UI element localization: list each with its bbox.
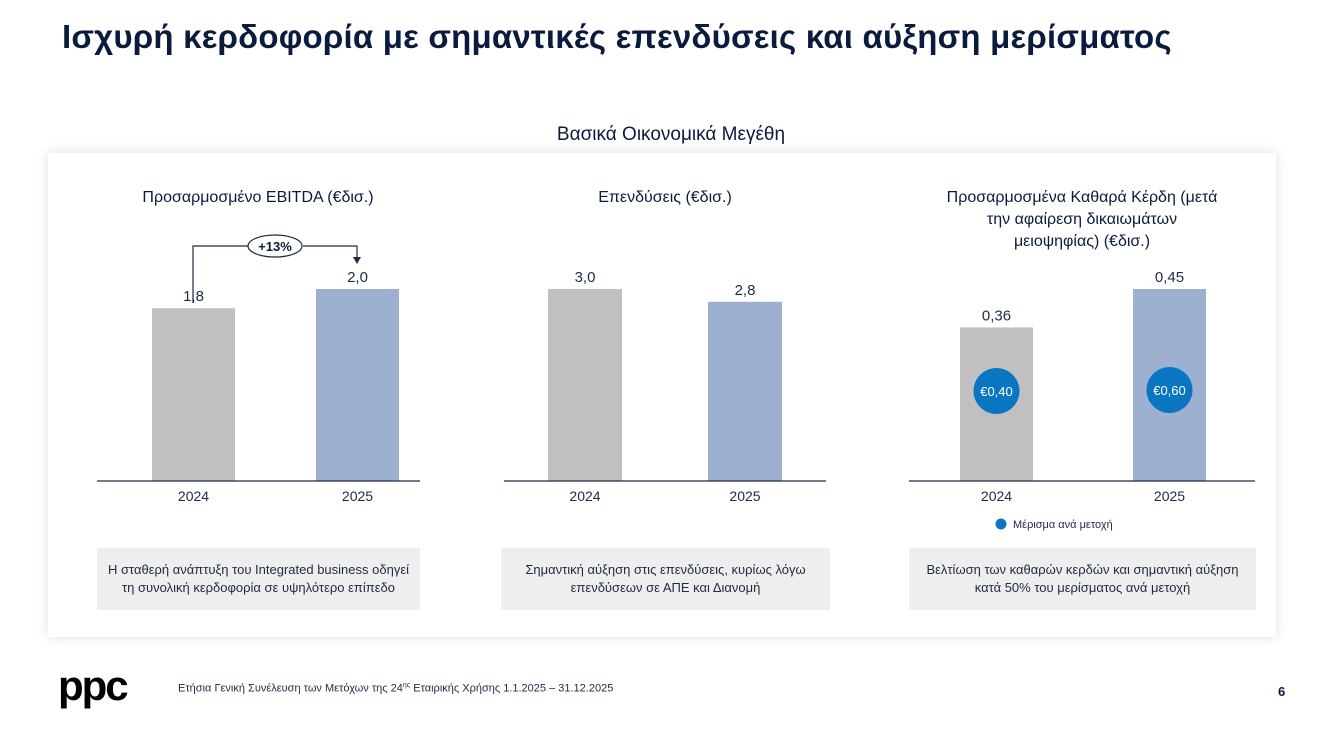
growth-annotation: +13% xyxy=(192,234,361,303)
value-label-ebitda-2025: 2,0 xyxy=(347,269,368,286)
note-investments: Σημαντική αύξηση στις επενδύσεις, κυρίως… xyxy=(501,548,830,610)
chart-title-net-profit-line-2: την αφαίρεση δικαιωμάτων xyxy=(986,211,1178,228)
panel-title: Βασικά Οικονομικά Μεγέθη xyxy=(556,124,786,145)
footer-text: Ετήσια Γενική Συνέλευση των Μετόχων της … xyxy=(178,682,613,695)
footer-sup: ης xyxy=(402,682,411,689)
growth-arrow-head xyxy=(353,257,361,264)
value-label-investments-2025: 2,8 xyxy=(735,282,756,299)
bar-ebitda-2025 xyxy=(316,289,399,481)
dividend-legend: Μέρισμα ανά μετοχή xyxy=(995,518,1113,531)
bar-investments-2025 xyxy=(708,301,782,481)
x-tick-ebitda-2024: 2024 xyxy=(178,488,209,504)
footer-text-pre: Ετήσια Γενική Συνέλευση των Μετόχων της … xyxy=(178,682,403,695)
x-tick-net-profit-2025: 2025 xyxy=(1154,488,1185,504)
value-label-investments-2024: 3,0 xyxy=(575,269,596,286)
x-tick-ebitda-2025: 2025 xyxy=(342,488,373,504)
dividend-circle-2024 xyxy=(973,368,1020,414)
dividend-circle-2025 xyxy=(1146,367,1193,413)
chart-net-profit: 0,36 2024 €0,40 0,45 2025 €0,60 xyxy=(909,269,1255,504)
bar-ebitda-2024 xyxy=(152,308,235,481)
chart-title-net-profit-line-1: Προσαρμοσμένα Καθαρά Κέρδη (μετά xyxy=(946,189,1218,206)
growth-label: +13% xyxy=(258,239,292,254)
legend-dividend-label: Μέρισμα ανά μετοχή xyxy=(1013,519,1113,531)
x-tick-net-profit-2024: 2024 xyxy=(981,488,1012,504)
growth-connector-arrow-line xyxy=(303,245,358,258)
note-ebitda: Η σταθερή ανάπτυξη του Integrated busine… xyxy=(97,548,420,610)
value-label-net-profit-2024: 0,36 xyxy=(982,307,1011,324)
legend-dividend-marker xyxy=(995,518,1007,530)
svg-text:ppc: ppc xyxy=(58,670,128,709)
dividend-label-2024: €0,40 xyxy=(980,384,1013,399)
footer-text-post: Εταιρικής Χρήσης 1.1.2025 – 31.12.2025 xyxy=(410,682,614,695)
chart-title-net-profit: Προσαρμοσμένα Καθαρά Κέρδη (μετά την αφα… xyxy=(902,187,1262,253)
chart-investments: 3,0 2024 2,8 2025 xyxy=(504,269,826,504)
page-number: 6 xyxy=(1278,684,1286,699)
value-label-net-profit-2025: 0,45 xyxy=(1155,269,1184,286)
x-tick-investments-2024: 2024 xyxy=(569,488,600,504)
bar-investments-2024 xyxy=(548,289,622,481)
page-title: Ισχυρή κερδοφορία με σημαντικές επενδύσε… xyxy=(62,18,1172,55)
dividend-label-2025: €0,60 xyxy=(1153,383,1186,398)
ppc-logo: ppc xyxy=(58,670,130,709)
note-net-profit: Βελτίωση των καθαρών κερδών και σημαντικ… xyxy=(909,548,1256,610)
growth-connector xyxy=(192,245,248,303)
chart-title-net-profit-line-3: μειοψηφίας) (€δισ.) xyxy=(1013,233,1151,250)
chart-title-investments: Επενδύσεις (€δισ.) xyxy=(598,189,732,206)
x-tick-investments-2025: 2025 xyxy=(729,488,760,504)
chart-title-ebitda: Προσαρμοσμένο EBITDA (€δισ.) xyxy=(142,189,374,206)
growth-oval xyxy=(247,234,303,258)
